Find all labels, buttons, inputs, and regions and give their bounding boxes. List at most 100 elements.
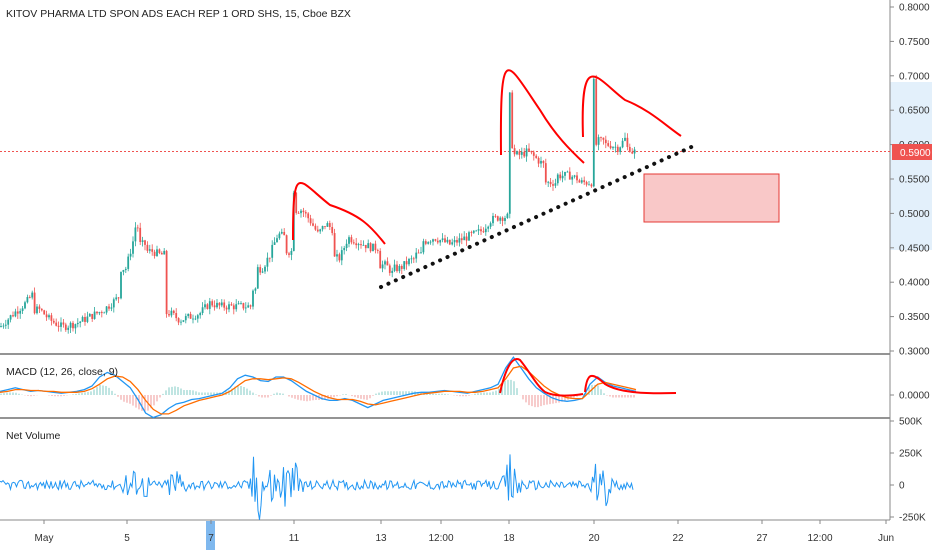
macd-peak-curve-2[interactable] [584, 374, 677, 395]
candle-body [88, 313, 91, 317]
candle-body [288, 253, 290, 255]
candle-body [168, 314, 170, 316]
time-tick-label: 5 [124, 533, 130, 544]
candle-body [240, 303, 242, 304]
candle-body [196, 315, 199, 319]
time-tick-label: 22 [672, 533, 684, 544]
candle-body [525, 148, 528, 157]
candle-body [624, 137, 626, 141]
candle-body [264, 266, 266, 272]
candle-body [184, 316, 187, 321]
time-axis-highlight [206, 521, 215, 550]
peak-curve-3[interactable] [581, 75, 682, 138]
candle-body [436, 240, 439, 243]
net-volume-axis: 500K 250K 0 -250K [890, 417, 926, 524]
candle-body [208, 301, 211, 309]
candle-body [124, 268, 127, 271]
candle-body [369, 243, 372, 252]
candle-body [576, 175, 578, 181]
price-tick-label: 0.3000 [899, 347, 930, 358]
candle-body [127, 256, 130, 269]
time-tick-label: 13 [375, 533, 387, 544]
candle-body [249, 305, 252, 307]
time-tick-label: 12:00 [807, 533, 832, 544]
candle-body [117, 297, 120, 299]
candle-body [367, 243, 370, 249]
candle-body [633, 149, 636, 154]
macd-title: MACD (12, 26, close, 9) [6, 366, 118, 378]
peak-curve-2[interactable] [499, 69, 585, 164]
candle-body [372, 243, 374, 252]
candle-body [585, 182, 588, 185]
candle-body [115, 297, 118, 300]
candle-body [446, 239, 449, 243]
target-zone-box[interactable] [643, 173, 780, 223]
candle-body [228, 304, 230, 310]
candle-body [2, 325, 5, 327]
candle-body [134, 227, 137, 242]
time-tick-label: Jun [878, 533, 894, 544]
candle-body [247, 305, 250, 308]
candle-body [506, 213, 509, 219]
price-badge-label: 0.5900 [900, 148, 931, 159]
candle-body [614, 146, 617, 148]
candle-body [21, 308, 24, 311]
candle-body [477, 229, 480, 231]
candle-body [60, 322, 62, 327]
candle-body [501, 217, 504, 221]
candle-body [439, 240, 442, 243]
candle-body [388, 265, 391, 273]
candle-body [417, 252, 420, 254]
candle-body [600, 137, 602, 138]
candle-body [211, 301, 214, 306]
candle-body [177, 318, 180, 323]
candle-body [163, 250, 166, 255]
time-tick-label: 7 [208, 533, 214, 544]
candle-body [559, 174, 562, 179]
macd-peak-curve-1[interactable] [499, 358, 584, 397]
candle-body [492, 215, 494, 224]
candle-body [343, 247, 346, 251]
candle-body [398, 265, 401, 272]
price-tick-label: 0.5000 [899, 209, 930, 220]
chart-title: KITOV PHARMA LTD SPON ADS EACH REP 1 ORD… [6, 8, 351, 20]
candle-body [540, 160, 542, 164]
candle-body [607, 143, 610, 146]
peak-curve-1[interactable] [292, 182, 386, 245]
candle-body [170, 310, 173, 316]
candle-body [566, 171, 569, 173]
candle-body [93, 311, 96, 319]
candle-body [494, 215, 497, 217]
candle-body [340, 250, 343, 261]
candle-body [379, 250, 382, 269]
candle-body [52, 320, 55, 323]
candle-body [523, 151, 526, 157]
candle-body [444, 238, 446, 243]
candle-body [338, 254, 341, 261]
candle-body [100, 312, 103, 314]
candle-body [165, 250, 168, 315]
volume-tick-label: -250K [899, 513, 926, 524]
candle-body [136, 227, 139, 229]
candle-body [242, 303, 245, 309]
candle-body [31, 292, 34, 298]
candle-body [504, 218, 506, 221]
candle-body [434, 239, 437, 241]
support-trendline[interactable] [379, 142, 700, 289]
candle-body [4, 324, 7, 326]
candle-body [295, 192, 298, 213]
candle-body [621, 140, 624, 148]
candle-body [626, 137, 629, 147]
candle-body [302, 210, 305, 213]
candle-body [482, 231, 485, 233]
time-axis[interactable]: May 5 7 11 13 12:00 18 20 22 27 12:00 Jun [35, 520, 895, 544]
candle-body [441, 238, 444, 241]
candle-body [189, 313, 192, 319]
candle-body [408, 258, 410, 265]
candle-body [556, 174, 559, 184]
candle-body [496, 216, 499, 221]
candle-body [396, 264, 398, 272]
candle-body [38, 306, 41, 309]
candle-body [405, 261, 408, 265]
